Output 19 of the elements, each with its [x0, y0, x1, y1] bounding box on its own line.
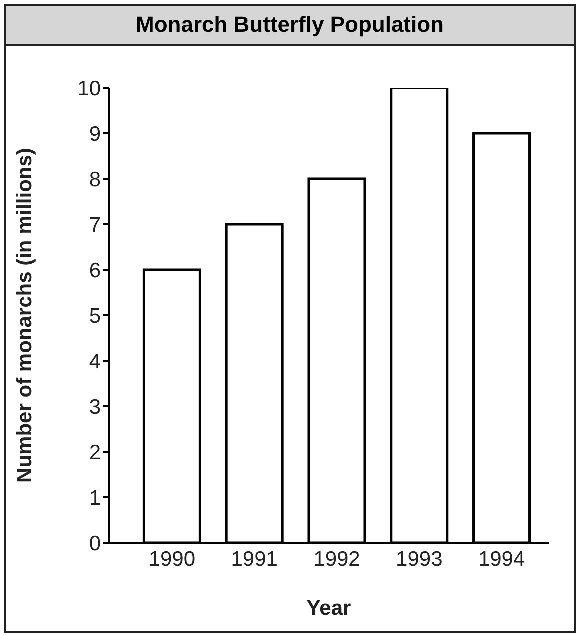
x-tick-label: 1991: [231, 548, 278, 571]
y-tick-label: 3: [89, 396, 101, 419]
x-tick-label: 1993: [396, 548, 443, 571]
y-tick-label: 5: [89, 304, 101, 328]
y-tick-label: 6: [89, 259, 101, 282]
y-tick-label: 4: [89, 350, 102, 374]
chart-title: Monarch Butterfly Population: [6, 6, 574, 46]
y-tick-label: 2: [89, 441, 101, 464]
x-tick-label: 1994: [478, 548, 526, 571]
x-tick-label: 1992: [314, 548, 360, 571]
y-tick-label: 9: [89, 122, 101, 146]
y-tick-label: 1: [89, 486, 101, 510]
y-tick-label: 8: [89, 168, 101, 192]
y-tick-label: 7: [89, 214, 101, 237]
y-tick-label: 10: [78, 77, 101, 100]
y-tick-label: 0: [89, 532, 101, 556]
x-axis-title: Year: [306, 597, 352, 620]
x-tick-label: 1990: [148, 548, 196, 571]
y-axis-title: Number of monarchs (in millions): [13, 148, 36, 483]
